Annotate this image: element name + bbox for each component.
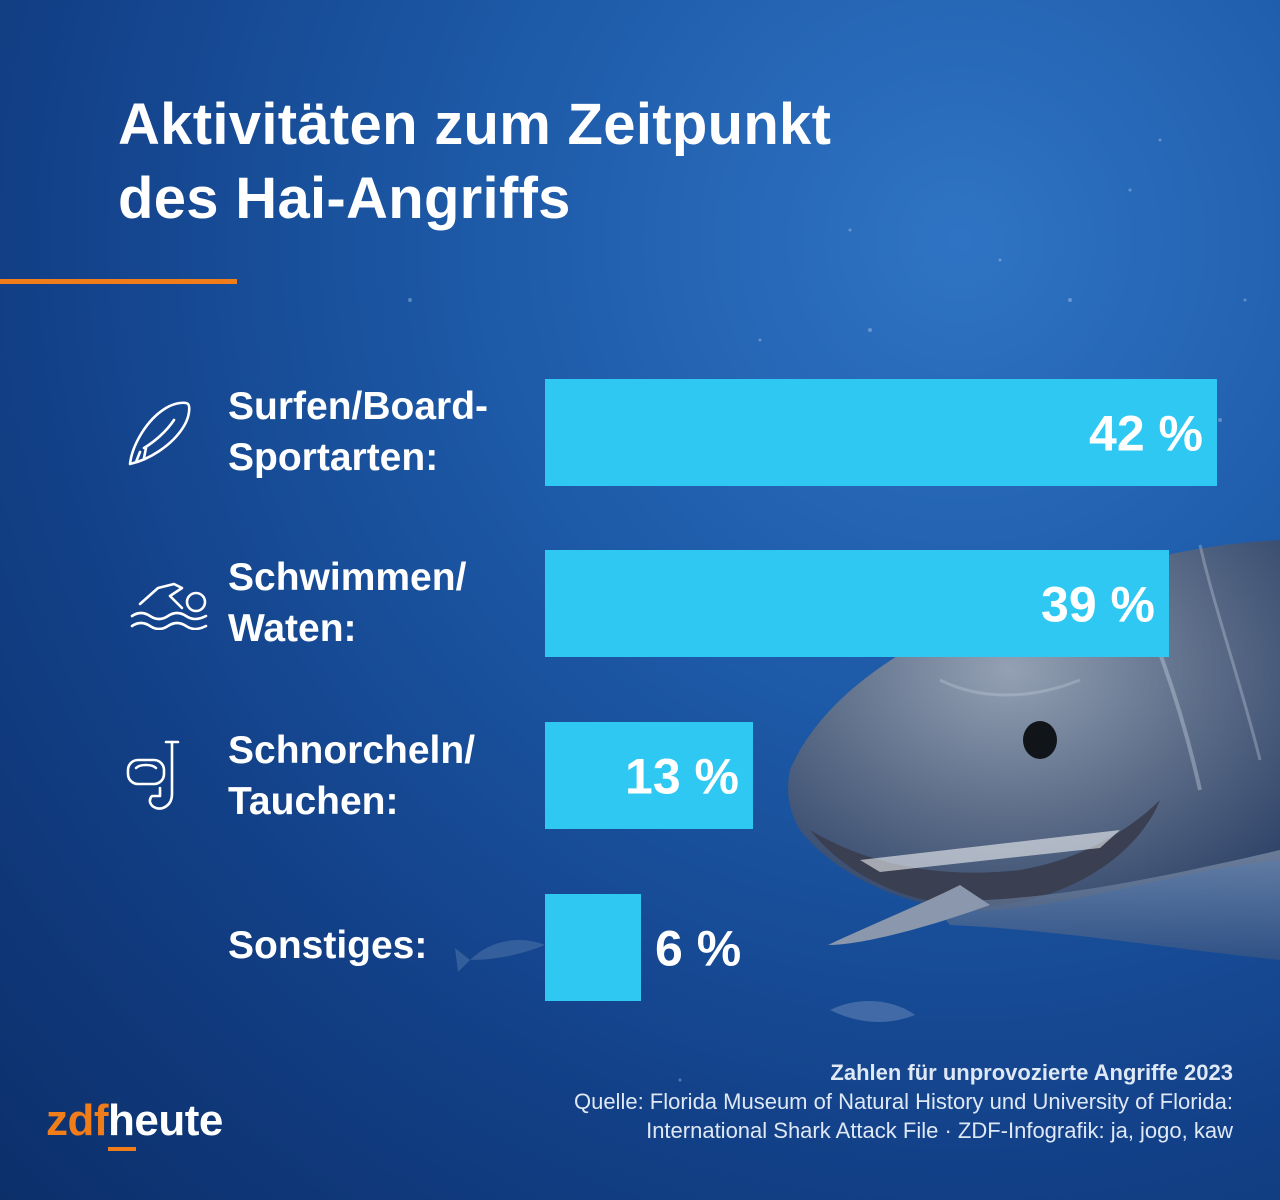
snorkel-icon [126,740,180,810]
category-label-schnorcheln: Schnorcheln/ Tauchen: [228,725,475,827]
category-label-line: Sportarten: [228,436,439,479]
footer-source: Zahlen für unprovozierte Angriffe 2023 Q… [574,1058,1233,1145]
bar-1 [545,550,1169,657]
logo-heute-text: heute [108,1096,223,1151]
surfboard-icon [128,401,191,466]
swimmer-icon [130,582,208,630]
bar-3 [545,894,641,1001]
logo-underline [108,1147,137,1151]
category-label-line: Surfen/Board- [228,385,489,428]
zdfheute-logo: zdfheute [46,1096,223,1151]
category-label-line: Tauchen: [228,780,399,823]
footer-source-line: Quelle: Florida Museum of Natural Histor… [573,1089,1233,1114]
chart-title-line-2: des Hai-Angriffs [118,166,571,231]
chart-title: Aktivitäten zum Zeitpunkt des Hai-Angrif… [118,88,1018,236]
category-label-line: Sonstiges: [228,924,428,967]
footer-source-line: International Shark Attack File · ZDF-In… [646,1118,1233,1143]
bar-value-label-1: 39 % [1041,577,1155,633]
bar-value-label-0: 42 % [1089,406,1203,462]
bar-2 [545,722,753,829]
category-label-line: Schnorcheln/ [228,729,476,772]
category-label-line: Schwimmen/ [228,556,467,599]
bar-value-label-3: 6 % [655,921,741,977]
title-accent-rule [0,279,237,284]
logo-zdf-text: zdf [46,1096,109,1145]
footer-note: Zahlen für unprovozierte Angriffe 2023 [830,1060,1233,1085]
bar-0 [545,379,1217,486]
chart-title-line-1: Aktivitäten zum Zeitpunkt [118,92,832,157]
logo-heute-word: heute [108,1096,223,1145]
category-label-schwimmen: Schwimmen/ Waten: [228,552,466,654]
category-label-sonstiges: Sonstiges: [228,920,427,971]
category-label-line: Waten: [228,607,357,650]
bar-value-label-2: 13 % [625,749,739,805]
category-label-surfen: Surfen/Board- Sportarten: [228,381,488,483]
